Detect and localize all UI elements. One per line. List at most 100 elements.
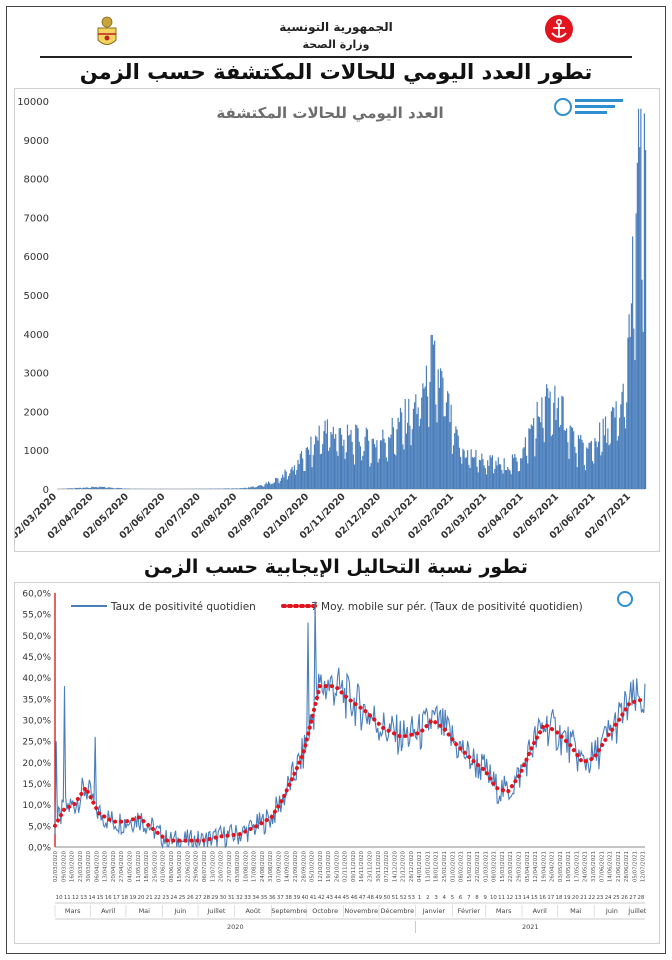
week-number-label: 8 [475,895,479,901]
y-tick-label: 8000 [24,175,49,186]
week-number-label: 43 [326,895,333,901]
x-date-tick-label: 03/08/2020 [235,850,241,882]
daily-case-bar [443,416,445,489]
daily-case-bar [375,447,377,489]
daily-case-bar [378,458,380,489]
daily-case-bar [247,487,250,489]
week-number-label: 52 [400,895,407,901]
week-number-label: 24 [170,895,177,901]
daily-case-bar [622,383,624,489]
daily-case-bar [515,457,517,489]
daily-case-bar [599,422,601,489]
daily-case-bar [291,466,293,489]
daily-case-bar [623,417,625,489]
daily-case-bar [245,488,247,489]
daily-case-bar [101,486,103,489]
daily-case-bar [377,462,379,489]
x-date-tick-label: 07/06/2021 [599,851,605,882]
daily-case-bar [637,108,640,489]
daily-case-bar [568,458,570,489]
daily-case-bar [444,416,446,489]
week-number-label: 42 [318,895,325,901]
daily-case-bar [399,407,402,489]
daily-case-bar [379,440,382,489]
daily-case-bar [356,425,358,489]
x-date-tick-label: 30/03/2020 [86,850,92,882]
daily-case-bar [267,481,270,489]
daily-case-bar [338,428,340,489]
daily-case-bar [554,385,556,489]
week-number-label: 36 [269,895,276,901]
daily-case-bar [482,459,484,489]
x-date-tick-label: 01/02/2021 [450,851,456,882]
daily-case-bar [491,455,493,489]
x-date-tick-label: 13/07/2020 [210,850,216,882]
daily-case-bar [305,447,307,489]
week-number-label: 22 [154,895,161,901]
x-date-tick-label: 17/05/2021 [574,851,580,882]
daily-case-bar [456,429,458,489]
daily-case-bar [259,485,261,489]
daily-case-bar [411,429,413,489]
y-tick-label: 40,0% [22,674,51,684]
daily-case-bar [273,482,275,489]
daily-case-bar [501,469,503,489]
daily-case-bar [522,448,524,489]
daily-case-bar [353,464,356,489]
week-number-label: 9 [483,895,487,901]
daily-case-bar [118,488,120,489]
daily-case-bar [438,387,440,489]
daily-case-bar [236,488,238,489]
daily-case-bar [430,334,432,489]
daily-case-bar [496,465,498,489]
daily-case-bar [530,424,532,489]
daily-case-bar [397,417,399,489]
daily-case-bar [265,482,267,489]
daily-case-bar [616,440,618,489]
x-date-tick-label: 03/05/2021 [558,851,564,882]
daily-case-bar [418,426,420,489]
daily-case-bar [567,442,569,489]
daily-case-bar [66,488,68,489]
daily-case-bar [77,487,79,489]
daily-case-bar [523,447,525,489]
daily-case-bar [448,393,450,489]
daily-case-bar [458,447,460,489]
daily-case-bar [363,451,365,489]
daily-case-bar [551,434,554,489]
week-number-label: 13 [515,895,522,901]
daily-case-bar [510,474,512,489]
daily-case-bar [536,401,538,489]
week-number-label: 28 [203,895,210,901]
daily-case-bar [434,340,436,489]
daily-case-bar [372,438,374,489]
daily-case-bar [73,488,75,489]
daily-case-bar [250,487,252,489]
daily-case-bar [503,458,505,489]
daily-case-bar [547,388,549,489]
daily-case-bar [574,446,576,489]
daily-case-bar [316,437,318,489]
daily-case-bar [518,470,521,489]
month-label: Avril [101,907,115,915]
week-number-label: 17 [113,895,120,901]
daily-case-bar [469,467,471,489]
month-label: Septembre [271,907,307,915]
week-number-label: 22 [588,895,595,901]
daily-case-bar [507,467,509,489]
daily-case-bar [415,394,417,489]
x-date-tick-label: 09/03/2020 [61,850,67,882]
daily-case-bar [344,458,346,489]
daily-case-bar [619,417,621,489]
month-label: Mars [496,907,512,915]
week-number-label: 34 [252,895,259,901]
week-number-label: 20 [138,895,145,901]
daily-case-bar [441,370,443,489]
daily-case-bar [494,468,496,489]
daily-case-bar [390,434,392,489]
week-number-label: 15 [531,895,538,901]
x-date-tick-label: 01/03/2021 [483,851,489,882]
daily-case-bar [645,150,647,489]
daily-case-bar [384,442,386,489]
daily-case-bar [588,442,590,489]
